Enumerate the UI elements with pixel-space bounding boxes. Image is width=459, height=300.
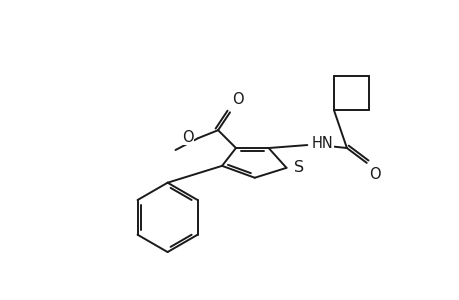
Text: O: O — [181, 130, 193, 145]
Text: S: S — [294, 160, 304, 175]
Text: HN: HN — [311, 136, 332, 151]
Text: O: O — [231, 92, 243, 107]
Text: O: O — [368, 167, 380, 182]
